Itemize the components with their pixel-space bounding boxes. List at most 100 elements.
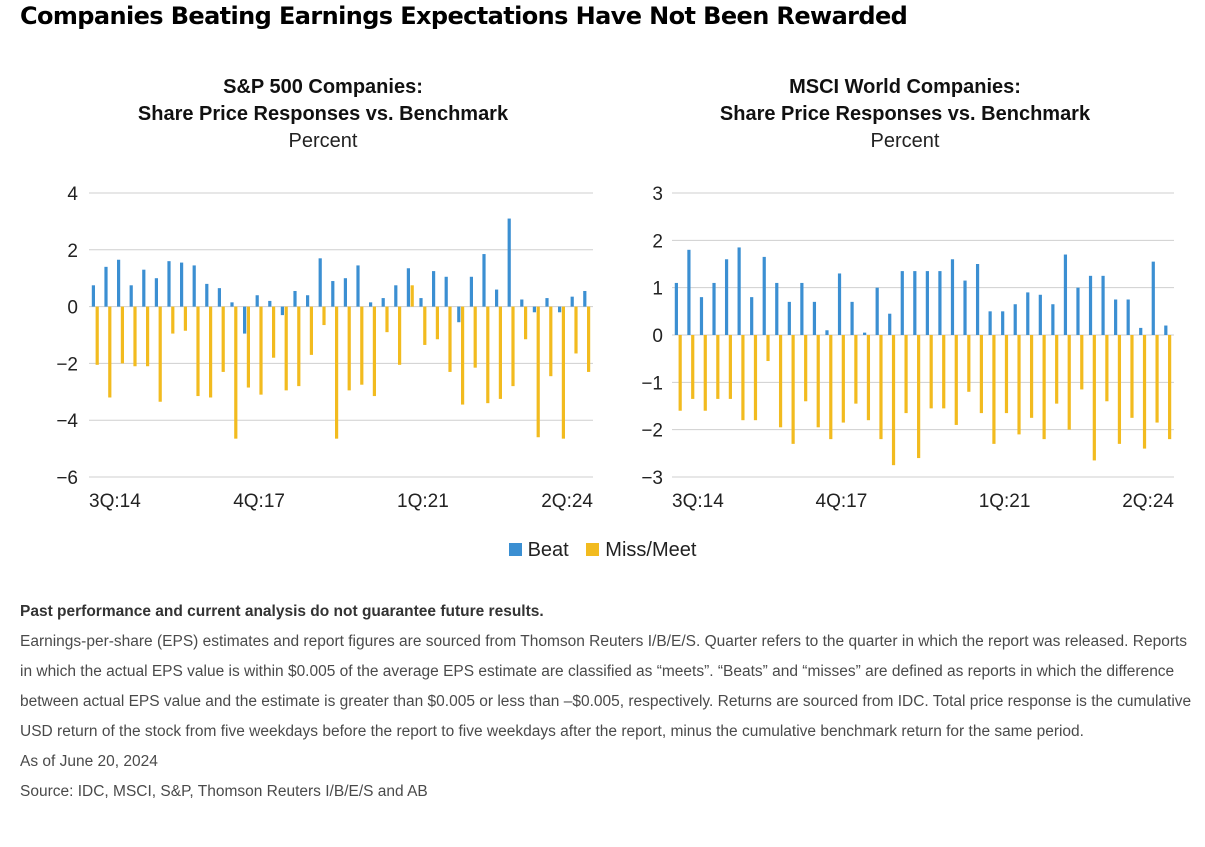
sp500-bar-miss-meet xyxy=(574,306,578,354)
msci-bar-miss-meet xyxy=(728,335,732,399)
msci-bar-beat xyxy=(674,282,678,335)
sp500-bar-miss-meet xyxy=(536,306,540,438)
msci-bar-miss-meet xyxy=(1004,335,1009,414)
sp500-bar-miss-meet xyxy=(347,306,351,391)
msci-x-tick-label: 4Q:17 xyxy=(816,491,868,512)
disclaimer-note: Past performance and current analysis do… xyxy=(20,603,544,620)
sp500-bar-beat xyxy=(129,285,133,307)
msci-bar-beat xyxy=(938,271,942,335)
sp500-bar-beat xyxy=(570,296,574,307)
sp500-bar-beat xyxy=(495,289,499,307)
legend-swatch-beat xyxy=(508,543,522,556)
sp500-bar-beat xyxy=(331,281,335,307)
sp500-bar-beat xyxy=(167,261,171,307)
sp500-bar-miss-meet xyxy=(473,306,477,368)
sp500-bar-miss-meet xyxy=(398,306,402,365)
msci-bar-beat xyxy=(988,311,992,335)
msci-chart-title-line2: Share Price Responses vs. Benchmark xyxy=(719,103,1091,125)
sp500-bar-miss-meet xyxy=(461,306,465,405)
sp500-bar-miss-meet xyxy=(234,306,238,439)
msci-bar-beat xyxy=(1051,304,1055,335)
sp500-x-tick-label: 4Q:17 xyxy=(233,491,285,512)
msci-bar-beat xyxy=(1088,275,1093,335)
sp500-bar-miss-meet xyxy=(272,306,276,358)
sp500-y-tick-label: 2 xyxy=(67,241,78,262)
sp500-bar-beat xyxy=(381,298,385,307)
msci-bar-miss-meet xyxy=(816,335,820,428)
msci-y-tick-label: −1 xyxy=(641,373,663,394)
sp500-y-tick-label: 0 xyxy=(67,298,78,319)
msci-bar-beat xyxy=(1164,325,1168,335)
sp500-bar-beat xyxy=(356,265,360,307)
msci-bar-miss-meet xyxy=(753,335,758,421)
sp500-bar-miss-meet xyxy=(108,306,112,398)
msci-bar-miss-meet xyxy=(691,335,695,399)
sp500-bar-beat xyxy=(280,306,284,316)
msci-bar-beat xyxy=(975,264,980,335)
sp500-bar-miss-meet xyxy=(549,306,553,377)
msci-bar-miss-meet xyxy=(1130,335,1134,418)
msci-bar-beat xyxy=(1139,327,1143,335)
msci-bar-miss-meet xyxy=(1168,335,1172,440)
msci-bar-beat xyxy=(875,287,879,335)
sp500-bar-beat xyxy=(243,306,247,334)
msci-bar-miss-meet xyxy=(1142,335,1147,449)
msci-bar-miss-meet xyxy=(766,335,770,362)
msci-y-tick-label: 3 xyxy=(652,184,663,205)
msci-y-tick-label: 2 xyxy=(652,231,663,252)
msci-bar-beat xyxy=(1013,304,1017,335)
sp500-bar-miss-meet xyxy=(246,306,250,388)
msci-bar-miss-meet xyxy=(1029,335,1034,418)
sp500-bar-miss-meet xyxy=(587,306,591,372)
legend-swatch-miss-meet xyxy=(586,543,600,556)
sp500-bar-beat xyxy=(230,302,234,307)
sp500-bar-miss-meet xyxy=(309,306,313,355)
msci-x-tick-label: 2Q:24 xyxy=(1122,491,1174,512)
msci-bar-beat xyxy=(1076,287,1080,335)
msci-bar-miss-meet xyxy=(791,335,795,444)
msci-bar-miss-meet xyxy=(678,335,682,411)
sp500-bar-miss-meet xyxy=(561,306,565,439)
msci-chart-title-line1: MSCI World Companies: xyxy=(789,76,1021,98)
msci-bar-miss-meet xyxy=(992,335,996,444)
msci-y-tick-label: −3 xyxy=(641,468,663,489)
msci-bar-miss-meet xyxy=(1155,335,1159,423)
sp500-bar-miss-meet xyxy=(297,306,301,387)
sp500-y-tick-label: −2 xyxy=(56,354,78,375)
msci-bar-miss-meet xyxy=(1042,335,1046,440)
sp500-bar-miss-meet xyxy=(385,306,389,333)
msci-bar-miss-meet xyxy=(854,335,858,404)
chart-legend: Beat Miss/Meet xyxy=(0,539,1205,562)
msci-bar-miss-meet xyxy=(1105,335,1109,402)
msci-y-tick-label: −2 xyxy=(641,421,663,442)
sp500-bar-beat xyxy=(104,266,108,307)
msci-bar-beat xyxy=(950,259,955,335)
sp500-bar-miss-meet xyxy=(209,306,213,398)
msci-bar-beat xyxy=(1063,254,1068,335)
sp500-bar-miss-meet xyxy=(95,306,99,365)
msci-bar-beat xyxy=(699,297,704,335)
sp500-x-tick-label: 2Q:24 xyxy=(541,491,593,512)
methodology-note: Earnings-per-share (EPS) estimates and r… xyxy=(20,633,1192,740)
sp500-y-tick-label: −4 xyxy=(56,411,78,432)
msci-bar-beat xyxy=(1151,261,1155,335)
sp500-bar-miss-meet xyxy=(423,306,427,345)
msci-bar-miss-meet xyxy=(741,335,745,421)
msci-bar-miss-meet xyxy=(1067,335,1071,430)
msci-bar-beat xyxy=(724,259,729,335)
sp500-bar-beat xyxy=(532,306,536,313)
sp500-bar-beat xyxy=(394,285,398,307)
msci-bar-beat xyxy=(1038,294,1042,335)
legend-item-beat: Beat xyxy=(508,539,569,562)
sp500-bar-miss-meet xyxy=(171,306,175,334)
msci-bar-miss-meet xyxy=(942,335,946,409)
sp500-y-tick-label: −6 xyxy=(56,468,78,489)
msci-chart-heading: MSCI World Companies: Share Price Respon… xyxy=(675,74,1135,155)
sp500-bar-beat xyxy=(482,254,486,307)
sp500-bar-beat xyxy=(432,271,436,307)
msci-bar-beat xyxy=(837,273,842,335)
msci-bar-miss-meet xyxy=(954,335,958,425)
sp500-bar-beat xyxy=(192,265,196,307)
sp500-bar-beat xyxy=(117,259,121,307)
msci-bar-beat xyxy=(1001,311,1005,335)
